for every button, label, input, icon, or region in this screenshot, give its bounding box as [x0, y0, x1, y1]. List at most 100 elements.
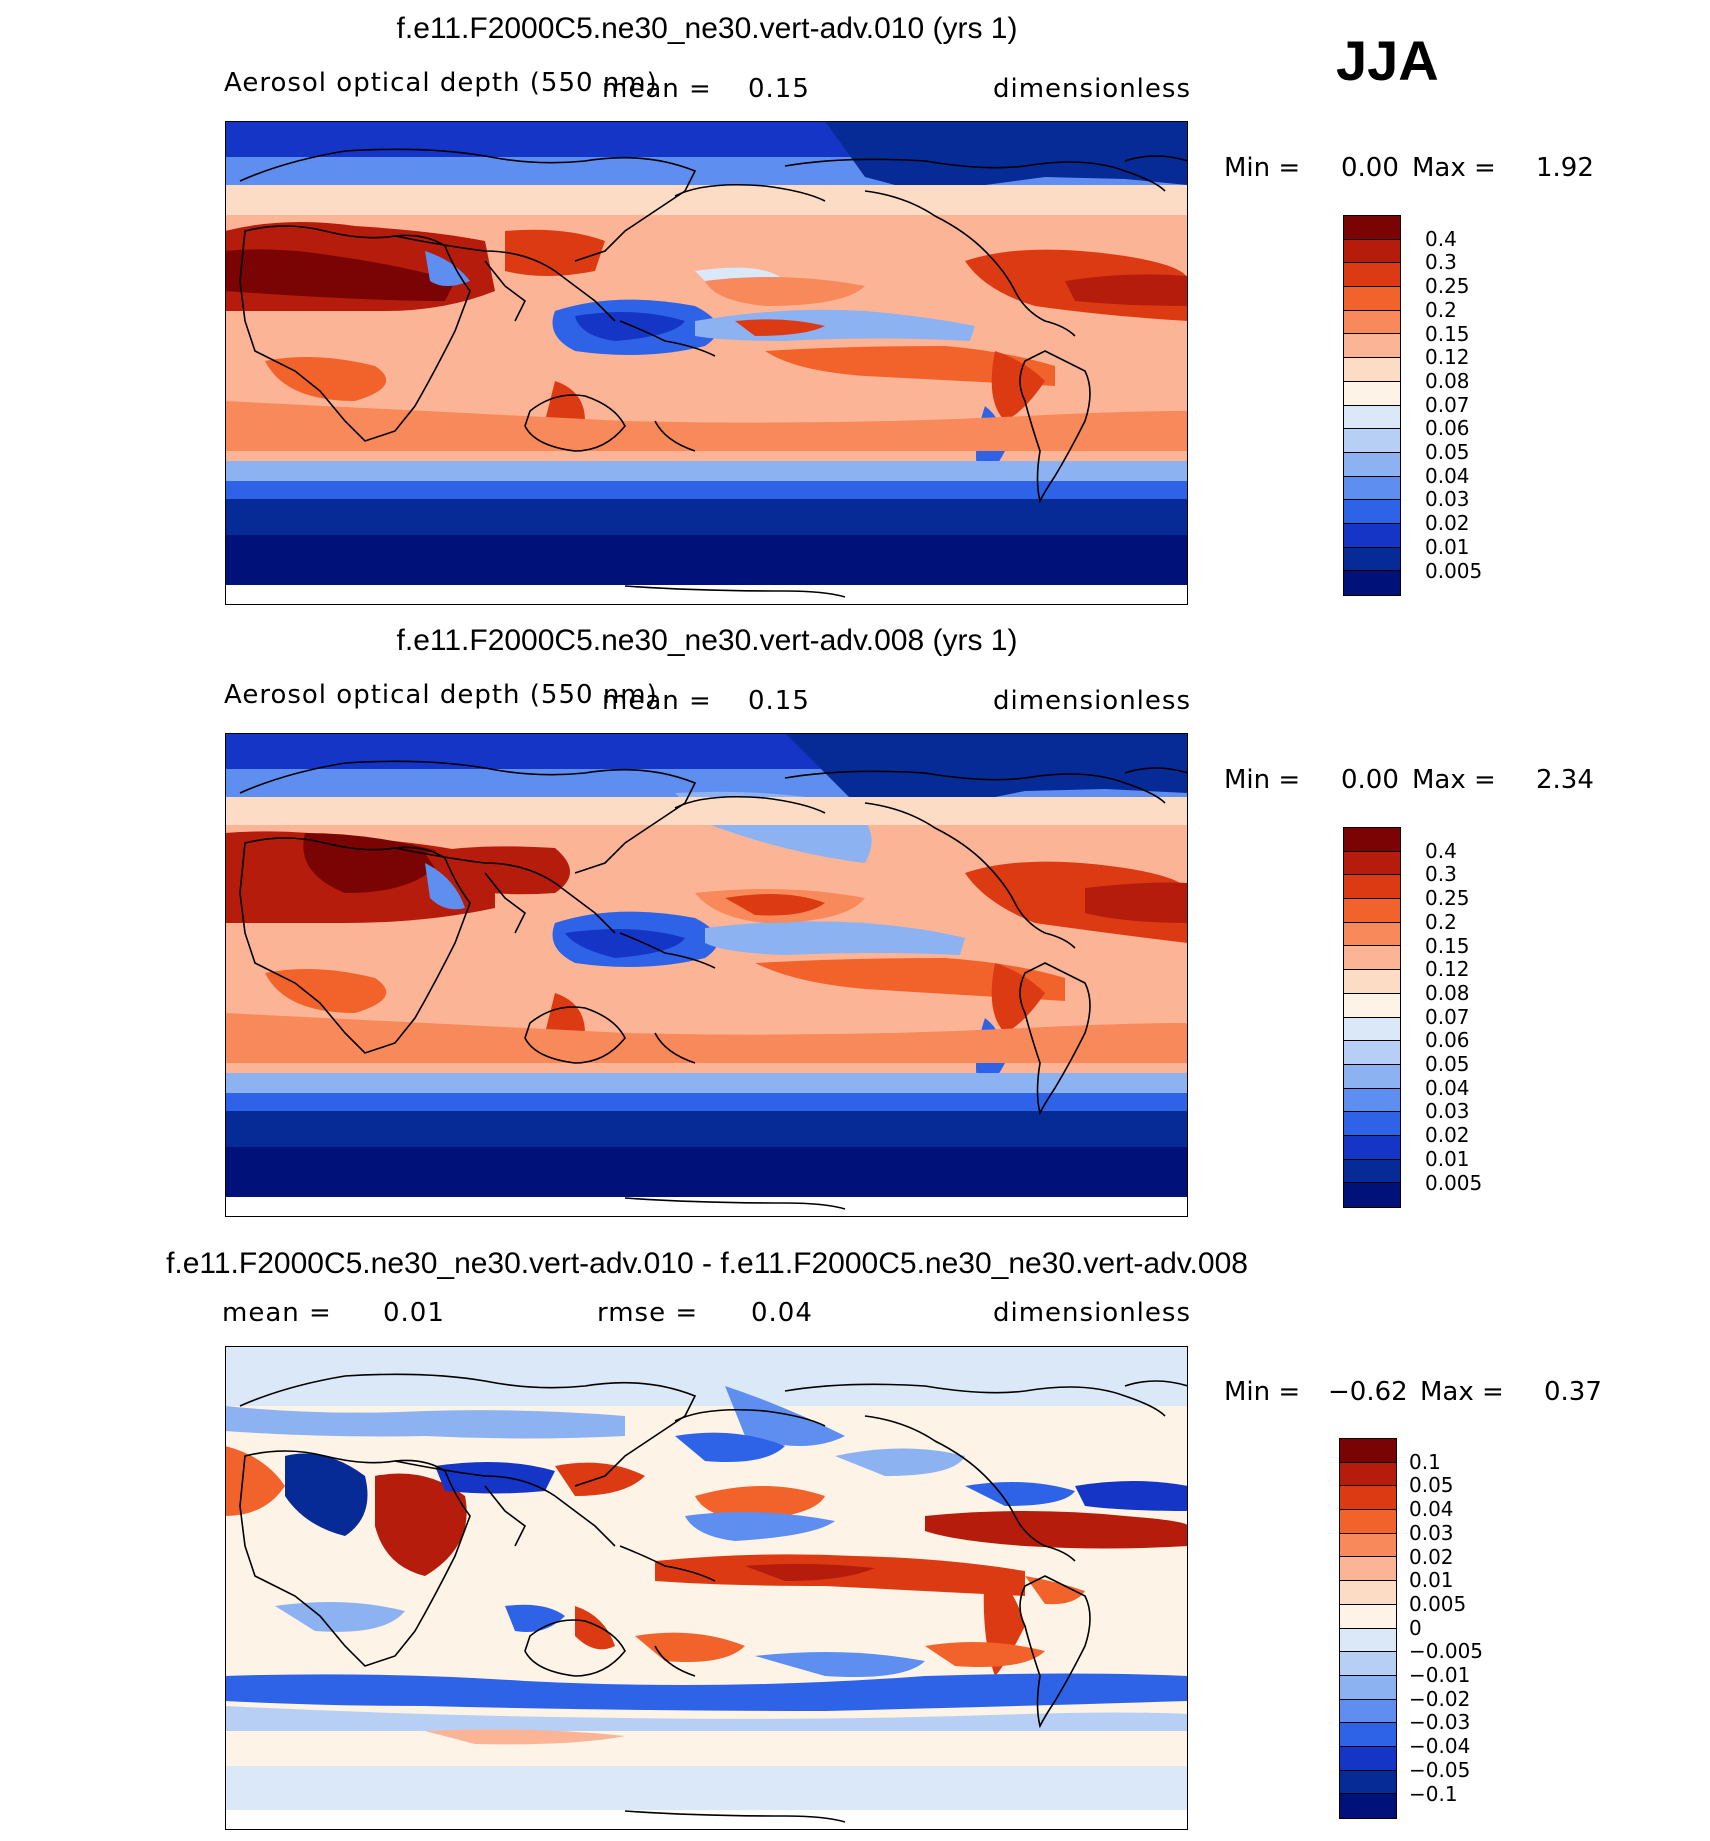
colorbar-swatch — [1344, 216, 1400, 240]
colorbar-swatch — [1344, 239, 1400, 264]
panel1-max-label: Max = — [1412, 153, 1496, 183]
colorbar-swatch — [1344, 1159, 1400, 1184]
panel3-title: f.e11.F2000C5.ne30_ne30.vert-adv.010 - f… — [166, 1247, 1248, 1280]
colorbar-tick-label: 0.03 — [1425, 1099, 1470, 1124]
panel2-min-value: 0.00 — [1341, 765, 1399, 795]
colorbar-tick-label: 0.03 — [1409, 1520, 1454, 1545]
colorbar-swatch — [1344, 828, 1400, 852]
panel3-min-label: Min = — [1224, 1377, 1301, 1407]
colorbar-tick-label: 0 — [1409, 1615, 1422, 1640]
colorbar-tick-label: 0.02 — [1425, 511, 1470, 536]
colorbar-swatch — [1340, 1652, 1396, 1676]
panel3-mean-label: mean = — [222, 1298, 332, 1328]
colorbar-swatch — [1340, 1581, 1396, 1605]
panel1-map — [225, 121, 1188, 605]
colorbar-tick-label: 0.05 — [1409, 1473, 1454, 1498]
colorbar-tick-label: 0.06 — [1425, 416, 1470, 441]
colorbar-swatch — [1340, 1675, 1396, 1700]
panel1-max-value: 1.92 — [1536, 153, 1594, 183]
colorbar-tick-label: 0.04 — [1425, 463, 1470, 488]
colorbar-swatch — [1344, 1135, 1400, 1160]
panel1-variable-label: Aerosol optical depth (550 nm) — [224, 68, 658, 98]
panel2-mean-value: 0.15 — [748, 686, 810, 716]
panel2-title: f.e11.F2000C5.ne30_ne30.vert-adv.008 (yr… — [396, 624, 1018, 657]
colorbar-swatch — [1344, 381, 1400, 406]
panel3-map — [225, 1346, 1188, 1830]
colorbar-tick-label: 0.005 — [1409, 1591, 1467, 1616]
colorbar-swatch — [1340, 1699, 1396, 1724]
colorbar-swatch — [1344, 263, 1400, 288]
panel3-rmse-value: 0.04 — [751, 1298, 813, 1328]
colorbar-swatch — [1344, 899, 1400, 923]
colorbar-swatch — [1340, 1770, 1396, 1795]
panel2-units: dimensionless — [993, 686, 1191, 716]
colorbar-swatches — [1343, 215, 1401, 596]
colorbar-tick-label: 0.25 — [1425, 886, 1470, 911]
colorbar-tick-label: 0.01 — [1425, 534, 1470, 559]
colorbar-swatch — [1340, 1557, 1396, 1582]
panel1-units: dimensionless — [993, 74, 1191, 104]
colorbar-tick-label: 0.05 — [1425, 440, 1470, 464]
colorbar-swatch — [1344, 571, 1400, 595]
panel2-max-label: Max = — [1412, 765, 1496, 795]
panel3-units: dimensionless — [993, 1298, 1191, 1328]
colorbar-tick-label: 0.2 — [1425, 909, 1457, 934]
colorbar-tick-label: 0.07 — [1425, 1004, 1470, 1029]
colorbar-swatch — [1340, 1794, 1396, 1818]
colorbar-swatch — [1344, 1017, 1400, 1042]
panel3-mean-value: 0.01 — [383, 1298, 445, 1328]
colorbar-tick-label: −0.01 — [1409, 1663, 1471, 1687]
colorbar-tick-label: 0.25 — [1425, 274, 1470, 299]
colorbar-tick-label: 0.005 — [1425, 558, 1483, 583]
colorbar-tick-label: 0.4 — [1425, 838, 1457, 863]
panel2-max-value: 2.34 — [1536, 765, 1594, 795]
colorbar-swatch — [1344, 1183, 1400, 1207]
colorbar-swatch — [1340, 1510, 1396, 1534]
colorbar-swatch — [1344, 922, 1400, 947]
colorbar-tick-label: −0.02 — [1409, 1686, 1471, 1711]
panel1-mean-label: mean = — [602, 74, 712, 104]
colorbar-tick-label: 0.01 — [1409, 1568, 1454, 1593]
colorbar-tick-label: −0.03 — [1409, 1710, 1471, 1735]
colorbar-tick-label: 0.08 — [1425, 980, 1470, 1005]
colorbar-swatch — [1344, 1064, 1400, 1089]
colorbar-swatch — [1340, 1462, 1396, 1487]
colorbar-swatch — [1344, 405, 1400, 430]
panel2-variable-label: Aerosol optical depth (550 nm) — [224, 680, 658, 710]
colorbar-swatch — [1344, 875, 1400, 900]
colorbar-swatch — [1344, 1088, 1400, 1113]
colorbar-tick-label: 0.08 — [1425, 368, 1470, 393]
colorbar-swatch — [1344, 358, 1400, 382]
colorbar-tick-label: 0.04 — [1409, 1497, 1454, 1522]
colorbar-swatch — [1340, 1439, 1396, 1463]
colorbar-swatch — [1344, 310, 1400, 335]
colorbar-tick-label: 0.15 — [1425, 321, 1470, 346]
panel2-mean-label: mean = — [602, 686, 712, 716]
colorbar-swatch — [1344, 500, 1400, 524]
colorbar-tick-label: 0.04 — [1425, 1075, 1470, 1100]
colorbar-swatch — [1344, 476, 1400, 501]
colorbar-swatch — [1344, 429, 1400, 453]
colorbar-tick-label: −0.04 — [1409, 1734, 1471, 1759]
colorbar-swatch — [1340, 1604, 1396, 1629]
colorbar-swatch — [1340, 1628, 1396, 1653]
colorbar-tick-label: 0.03 — [1425, 487, 1470, 512]
colorbar-tick-label: 0.06 — [1425, 1028, 1470, 1053]
colorbar-swatch — [1340, 1533, 1396, 1558]
colorbar-swatch — [1344, 334, 1400, 359]
colorbar-swatch — [1344, 970, 1400, 994]
panel1-title: f.e11.F2000C5.ne30_ne30.vert-adv.010 (yr… — [396, 12, 1018, 45]
panel3-rmse-label: rmse = — [597, 1298, 699, 1328]
colorbar-tick-label: −0.005 — [1409, 1639, 1484, 1664]
colorbar-tick-label: 0.2 — [1425, 297, 1457, 322]
panel2-min-label: Min = — [1224, 765, 1301, 795]
colorbar-tick-label: 0.4 — [1425, 226, 1457, 251]
colorbar-tick-label: −0.05 — [1409, 1757, 1471, 1782]
colorbar-tick-label: 0.005 — [1425, 1170, 1483, 1195]
colorbar-swatch — [1344, 993, 1400, 1018]
colorbar-swatch — [1344, 1112, 1400, 1136]
panel1-min-label: Min = — [1224, 153, 1301, 183]
colorbar-swatch — [1344, 547, 1400, 572]
colorbar-swatch — [1340, 1486, 1396, 1511]
colorbar-swatch — [1344, 851, 1400, 876]
